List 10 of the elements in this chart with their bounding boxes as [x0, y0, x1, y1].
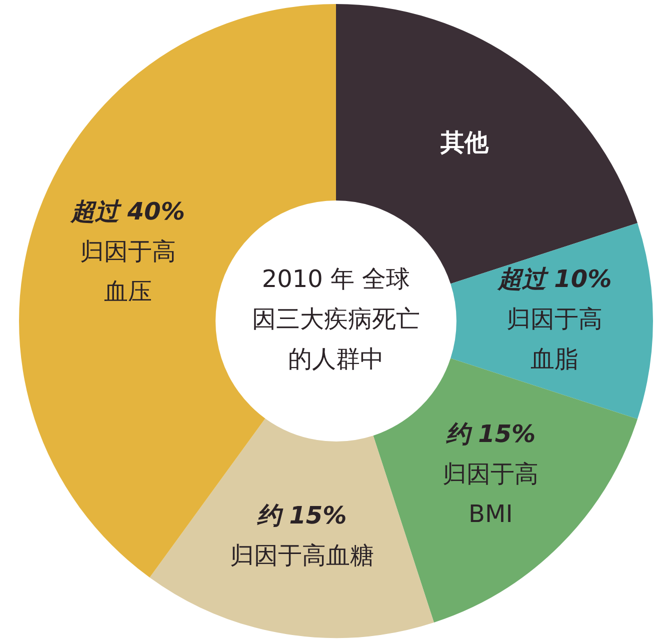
slice-label: 归因于高血糖 — [230, 541, 374, 570]
data-label: 约 15% — [256, 501, 347, 530]
slice-label: 归因于高BMI — [442, 460, 539, 528]
slice-label: 归因于高血压 — [80, 238, 176, 306]
data-label: 超过 10% — [496, 265, 612, 294]
data-label: 约 15% — [444, 420, 536, 448]
text: 2010 年 全球因三大疾病死亡的人群中 — [252, 265, 420, 374]
slice-label: 其他 — [440, 128, 490, 156]
slice-label: 归因于高血脂 — [506, 305, 603, 374]
data-label: 超过 40% — [69, 198, 185, 226]
